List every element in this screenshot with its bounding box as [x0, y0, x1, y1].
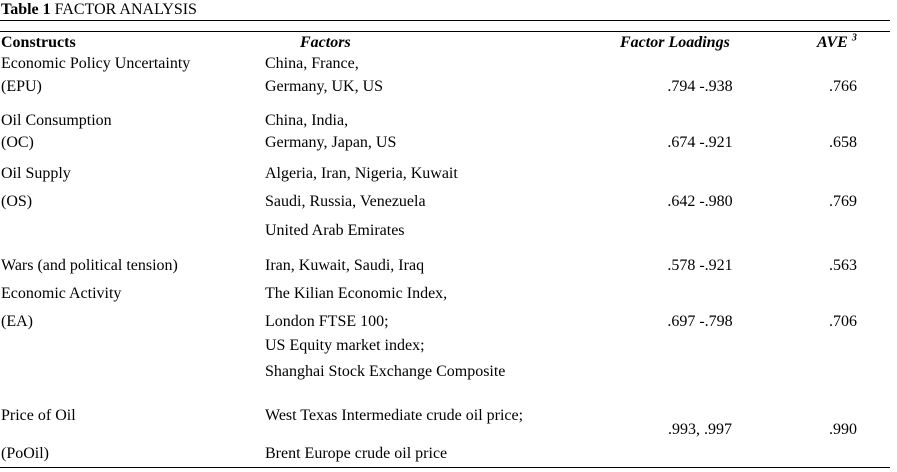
- construct-line: Oil Consumption: [1, 112, 112, 129]
- loadings-cell: .993, .997: [668, 421, 732, 438]
- ave-cell: .990: [829, 421, 857, 438]
- factor-line: London FTSE 100;: [265, 313, 389, 330]
- header-factors: Factors: [300, 34, 351, 51]
- header-constructs: Constructs: [1, 34, 76, 51]
- factor-line: Shanghai Stock Exchange Composite: [265, 363, 506, 380]
- header-ave: AVE 3: [817, 33, 857, 53]
- construct-line: (EA): [1, 313, 33, 330]
- header-rule: [0, 31, 890, 32]
- top-rule: [0, 20, 890, 21]
- factor-line: Saudi, Russia, Venezuela: [265, 193, 426, 210]
- header-ave-label: AVE: [817, 34, 848, 51]
- construct-line: (OC): [1, 134, 34, 151]
- construct-line: (EPU): [1, 78, 42, 95]
- factor-line: US Equity market index;: [265, 337, 425, 354]
- factor-line: Iran, Kuwait, Saudi, Iraq: [265, 257, 425, 274]
- construct-line: Economic Policy Uncertainty: [1, 55, 191, 72]
- loadings-cell: .794 -.938: [667, 78, 733, 95]
- loadings-cell: .674 -.921: [667, 134, 733, 151]
- bottom-rule: [0, 467, 890, 468]
- table-caption: FACTOR ANALYSIS: [54, 1, 197, 18]
- header-ave-footnote: 3: [851, 32, 857, 44]
- construct-line: (PoOil): [1, 445, 49, 462]
- ave-cell: .766: [829, 78, 857, 95]
- table-label: Table 1: [1, 1, 51, 18]
- factor-line: China, France,: [265, 55, 359, 72]
- factor-line: China, India,: [265, 112, 349, 129]
- factor-line: Brent Europe crude oil price: [265, 445, 448, 462]
- loadings-cell: .578 -.921: [667, 257, 733, 274]
- ave-cell: .658: [829, 134, 857, 151]
- factor-line: Germany, Japan, US: [265, 134, 397, 151]
- loadings-cell: .697 -.798: [667, 313, 733, 330]
- table-title: Table 1 FACTOR ANALYSIS: [1, 0, 197, 20]
- construct-line: Economic Activity: [1, 285, 122, 302]
- ave-cell: .769: [829, 193, 857, 210]
- construct-line: Price of Oil: [1, 407, 76, 424]
- factor-line: United Arab Emirates: [265, 222, 405, 239]
- construct-line: (OS): [1, 193, 33, 210]
- factor-line: The Kilian Economic Index,: [265, 285, 448, 302]
- factor-line: West Texas Intermediate crude oil price;: [265, 407, 524, 424]
- ave-cell: .563: [829, 257, 857, 274]
- construct-line: Wars (and political tension): [1, 257, 178, 274]
- construct-line: Oil Supply: [1, 165, 71, 182]
- factor-line: Algeria, Iran, Nigeria, Kuwait: [265, 165, 458, 182]
- factor-line: Germany, UK, US: [265, 78, 384, 95]
- loadings-cell: .642 -.980: [667, 193, 733, 210]
- ave-cell: .706: [829, 313, 857, 330]
- header-loadings: Factor Loadings: [620, 34, 730, 51]
